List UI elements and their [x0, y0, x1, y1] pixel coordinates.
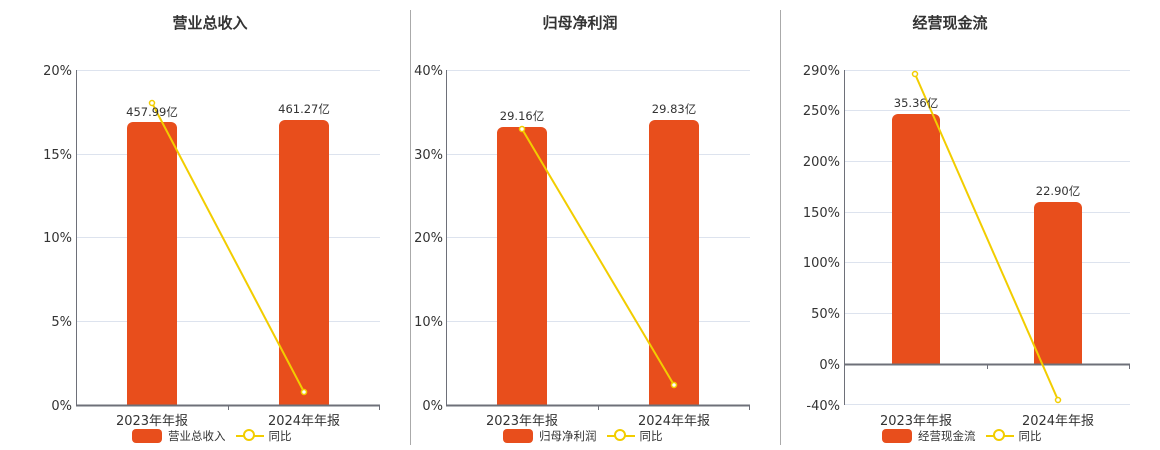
bar-2023: [892, 114, 940, 364]
svg-text:30%: 30%: [414, 148, 443, 163]
svg-text:150%: 150%: [803, 206, 840, 221]
legend-bar-swatch[interactable]: [503, 429, 533, 443]
svg-text:2024年年报: 2024年年报: [268, 414, 340, 429]
chart-plot: 40% 30% 20% 10% 0% 29.16亿 29.83亿 2023年年报…: [414, 64, 750, 429]
legend-line-label[interactable]: 同比: [1018, 429, 1042, 443]
chart-legend: 营业总收入 同比: [132, 428, 302, 444]
svg-text:29.83亿: 29.83亿: [652, 102, 696, 116]
svg-text:-40%: -40%: [806, 399, 840, 414]
svg-text:50%: 50%: [811, 307, 840, 322]
svg-text:2024年年报: 2024年年报: [1022, 414, 1094, 429]
svg-text:20%: 20%: [414, 231, 443, 246]
legend-bar-label[interactable]: 归母净利润: [539, 429, 597, 443]
legend-line-icon[interactable]: [985, 429, 1014, 443]
legend-bar-swatch[interactable]: [882, 429, 912, 443]
legend-bar-label[interactable]: 经营现金流: [918, 429, 976, 443]
bar-2024: [1034, 202, 1082, 364]
svg-text:29.16亿: 29.16亿: [500, 109, 544, 123]
chart-title: 经营现金流: [912, 14, 988, 32]
legend-line-label[interactable]: 同比: [268, 429, 292, 443]
chart-plot: 20% 15% 10% 5% 0% 457.99亿 461.27亿 2023年年…: [43, 64, 380, 429]
bar-2024: [279, 120, 329, 405]
chart-title: 营业总收入: [172, 14, 248, 32]
svg-text:100%: 100%: [803, 256, 840, 271]
svg-text:0%: 0%: [422, 399, 443, 414]
panel-divider: [780, 10, 781, 445]
panel-divider: [410, 10, 411, 445]
svg-text:15%: 15%: [43, 148, 72, 163]
chart-legend: 归母净利润 同比: [503, 428, 673, 444]
svg-text:2023年年报: 2023年年报: [880, 414, 952, 429]
svg-text:35.36亿: 35.36亿: [894, 96, 938, 110]
svg-text:0%: 0%: [819, 358, 840, 373]
legend-bar-label[interactable]: 营业总收入: [168, 429, 226, 443]
legend-bar-swatch[interactable]: [132, 429, 162, 443]
svg-text:2024年年报: 2024年年报: [638, 414, 710, 429]
legend-line-label[interactable]: 同比: [639, 429, 663, 443]
svg-text:10%: 10%: [43, 231, 72, 246]
svg-text:2023年年报: 2023年年报: [486, 414, 558, 429]
svg-text:40%: 40%: [414, 64, 443, 79]
bar-2024: [649, 120, 699, 405]
chart-legend: 经营现金流 同比: [882, 428, 1052, 444]
chart-panel-net-profit: 归母净利润 40% 30% 20% 10% 0% 29.16亿 29.83亿 2…: [414, 14, 750, 444]
svg-text:2023年年报: 2023年年报: [116, 414, 188, 429]
chart-title: 归母净利润: [542, 14, 618, 32]
svg-text:0%: 0%: [51, 399, 72, 414]
legend-line-icon[interactable]: [235, 429, 264, 443]
svg-text:250%: 250%: [803, 104, 840, 119]
svg-text:461.27亿: 461.27亿: [278, 102, 330, 116]
svg-text:20%: 20%: [43, 64, 72, 79]
svg-text:457.99亿: 457.99亿: [126, 105, 178, 119]
legend-line-icon[interactable]: [606, 429, 635, 443]
svg-text:22.90亿: 22.90亿: [1036, 184, 1080, 198]
bar-2023: [497, 127, 547, 405]
chart-panel-revenue: 营业总收入 20% 15% 10% 5% 0% 457.: [0, 0, 400, 450]
svg-text:200%: 200%: [803, 155, 840, 170]
svg-text:10%: 10%: [414, 315, 443, 330]
svg-text:290%: 290%: [803, 64, 840, 79]
svg-text:5%: 5%: [51, 315, 72, 330]
bar-2023: [127, 122, 177, 405]
